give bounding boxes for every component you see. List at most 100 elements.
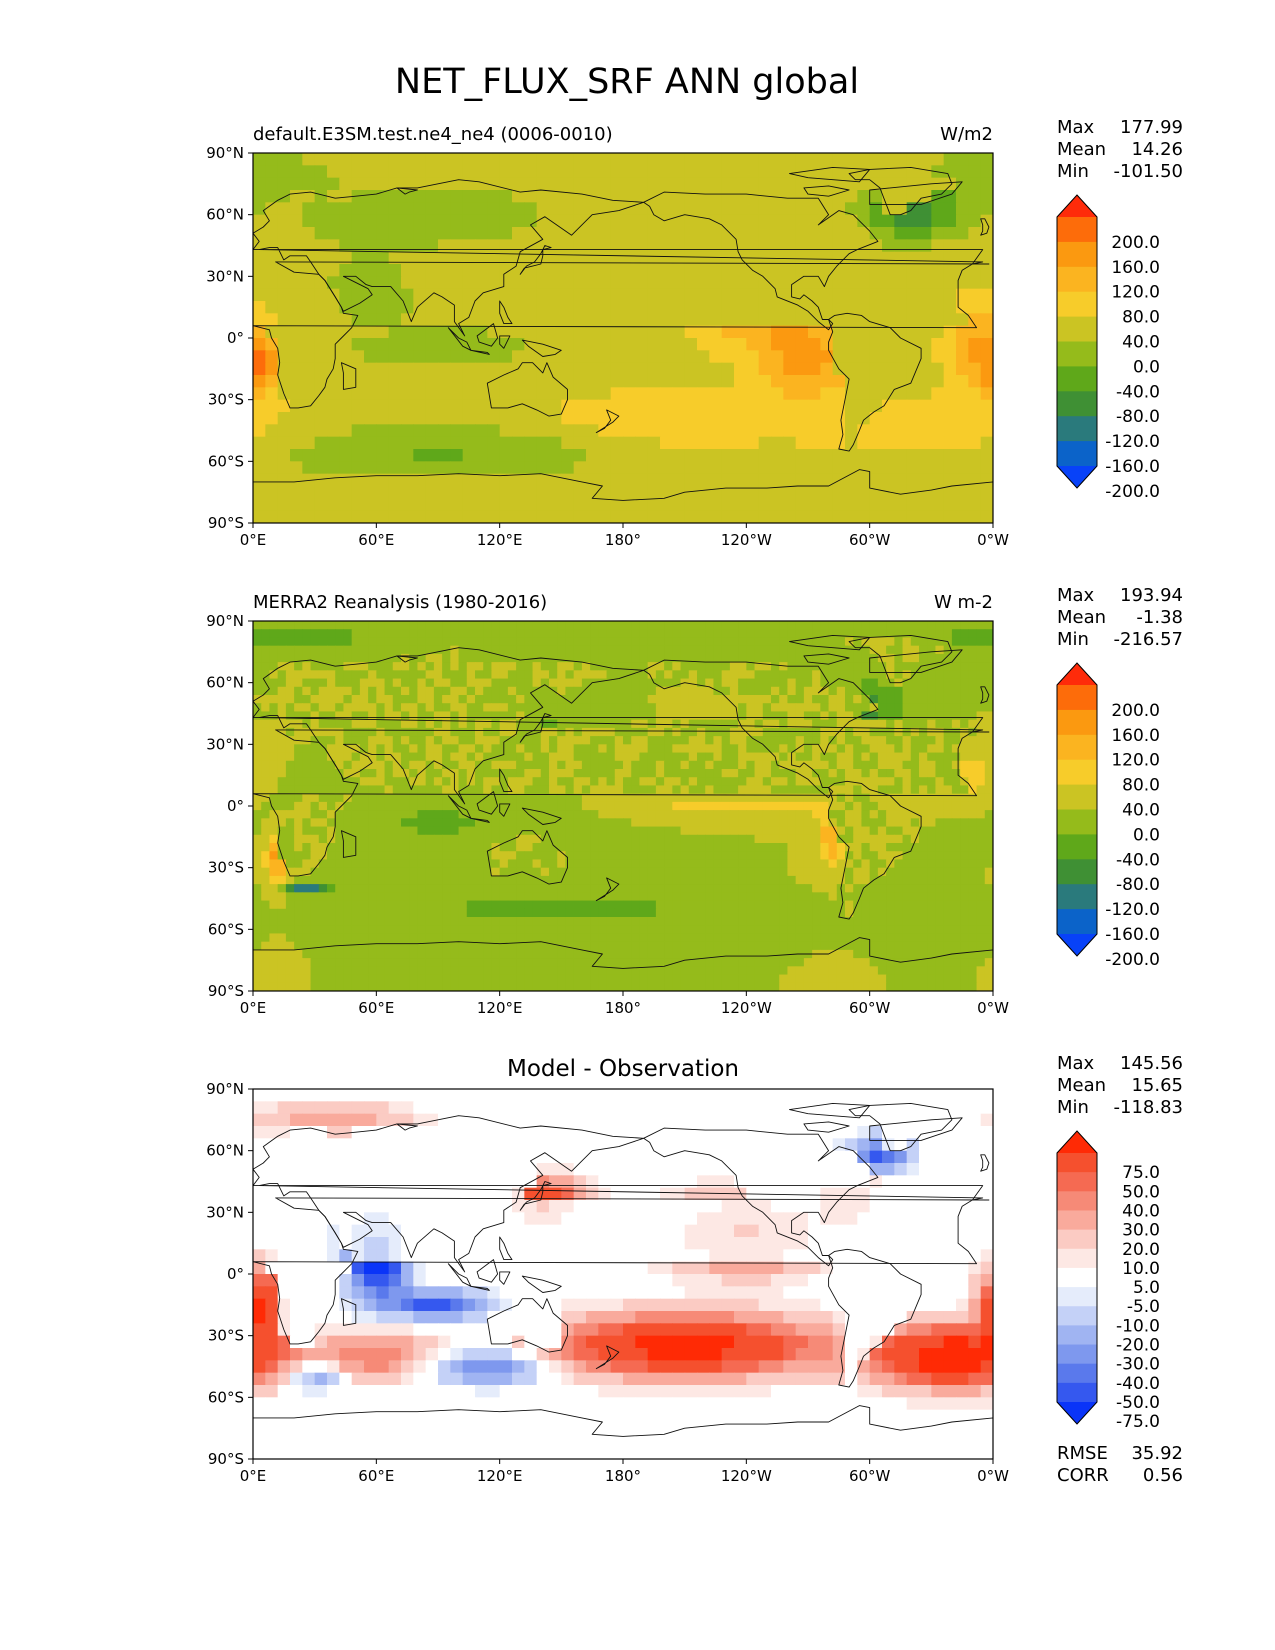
field-cell <box>746 727 756 737</box>
field-cell <box>450 711 460 721</box>
field-cell <box>499 727 509 737</box>
field-cell <box>318 777 328 787</box>
field-cell <box>976 752 986 762</box>
field-cell <box>623 510 636 523</box>
field-cell <box>524 744 534 754</box>
field-cell <box>516 801 525 811</box>
field-cell <box>458 736 468 745</box>
field-cell <box>968 338 982 351</box>
field-cell <box>853 719 863 729</box>
field-cell <box>647 752 657 762</box>
field-cell <box>606 785 616 795</box>
field-cell <box>351 350 365 364</box>
field-cell <box>980 449 993 462</box>
field-cell <box>458 777 468 787</box>
field-cell <box>956 473 969 487</box>
field-cell <box>919 239 932 253</box>
field-cell <box>269 769 279 778</box>
field-cell <box>746 875 756 885</box>
field-cell <box>861 703 871 713</box>
field-cell <box>549 801 558 811</box>
field-cell <box>795 202 809 216</box>
field-cell <box>269 777 279 787</box>
field-cell <box>598 621 608 630</box>
field-cell <box>438 301 451 314</box>
field-cell <box>623 621 632 630</box>
field-cell <box>376 670 386 680</box>
field-cell <box>339 510 353 523</box>
field-cell <box>466 826 476 836</box>
field-cell <box>672 301 686 314</box>
field-cell <box>290 473 303 487</box>
field-cell <box>721 301 735 314</box>
field-cell <box>672 350 686 364</box>
field-cell <box>877 678 887 688</box>
field-cell <box>919 867 928 877</box>
field-cell <box>524 276 538 290</box>
field-cell <box>976 826 986 836</box>
field-cell <box>779 678 789 688</box>
field-cell <box>614 621 624 630</box>
field-cell <box>606 719 616 729</box>
field-cell <box>392 703 402 713</box>
field-cell <box>277 703 287 713</box>
field-cell <box>364 251 377 265</box>
field-cell <box>253 165 266 179</box>
field-cell <box>573 867 583 877</box>
field-cell <box>762 769 772 778</box>
field-cell <box>734 264 747 277</box>
field-cell <box>882 510 895 523</box>
field-cell <box>343 711 353 721</box>
field-cell <box>931 239 945 253</box>
field-cell <box>697 375 710 388</box>
field-cell <box>327 744 336 754</box>
field-cell <box>462 449 476 462</box>
field-cell <box>302 703 312 713</box>
field-cell <box>285 875 295 885</box>
field-cell <box>524 777 534 787</box>
field-cell <box>573 264 587 277</box>
field-cell <box>779 769 789 778</box>
field-cell <box>956 301 969 314</box>
field-cell <box>956 177 969 191</box>
field-cell <box>771 818 780 828</box>
field-cell <box>413 350 427 364</box>
field-cell <box>808 375 821 388</box>
field-cell <box>458 678 468 688</box>
field-cell <box>561 473 575 487</box>
field-cell <box>277 264 291 277</box>
field-cell <box>549 214 562 228</box>
field-cell <box>401 325 414 339</box>
field-cell <box>787 843 797 852</box>
field-cell <box>483 900 493 910</box>
field-cell <box>540 769 550 778</box>
field-cell <box>540 645 550 655</box>
field-cell <box>919 621 928 630</box>
field-cell <box>705 629 715 639</box>
field-cell <box>466 653 476 663</box>
field-cell <box>803 736 813 745</box>
field-cell <box>269 875 279 885</box>
field-cell <box>919 851 928 861</box>
field-cell <box>635 153 649 166</box>
field-cell <box>680 711 690 721</box>
field-cell <box>536 461 550 475</box>
field-cell <box>499 793 509 803</box>
field-cell <box>598 777 608 787</box>
field-cell <box>869 202 883 216</box>
field-cell <box>808 288 821 302</box>
field-cell <box>758 498 772 512</box>
field-cell <box>976 769 986 778</box>
field-cell <box>343 744 353 754</box>
field-cell <box>401 686 410 696</box>
field-cell <box>894 424 908 438</box>
field-cell <box>499 424 513 438</box>
field-cell <box>433 892 443 902</box>
field-cell <box>265 325 279 339</box>
field-cell <box>590 695 599 704</box>
field-cell <box>688 859 698 869</box>
field-cell <box>754 760 764 770</box>
field-cell <box>540 892 550 902</box>
field-cell <box>384 884 394 893</box>
field-cell <box>943 752 953 762</box>
